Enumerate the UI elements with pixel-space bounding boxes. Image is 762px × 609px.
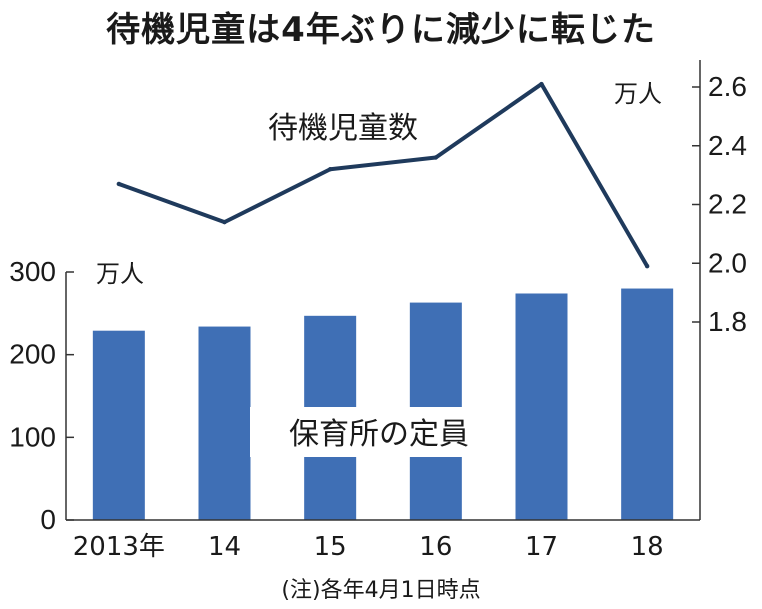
bar: [515, 293, 568, 520]
line-point: [433, 155, 439, 160]
line-point: [222, 219, 227, 225]
right-tick-label: 2.4: [708, 130, 747, 161]
right-tick-label: 2.2: [708, 189, 747, 220]
right-axis-unit: 万人: [614, 80, 662, 108]
x-tick-label: 2013年: [73, 532, 165, 562]
bar-series-label: 保育所の定員: [289, 417, 469, 452]
left-tick-label: 0: [40, 504, 56, 535]
line-point: [116, 181, 122, 187]
x-tick-label: 15: [314, 532, 347, 562]
left-tick-label: 200: [9, 339, 56, 370]
bar: [92, 330, 145, 520]
left-tick-label: 300: [9, 256, 56, 287]
right-tick-label: 1.8: [708, 306, 747, 337]
chart-title: 待機児童は4年ぶりに減少に転じた: [106, 10, 656, 50]
right-tick-label: 2.6: [708, 71, 747, 102]
line-point: [644, 263, 650, 269]
x-tick-label: 14: [208, 532, 241, 562]
line-series-label: 待機児童数: [268, 111, 418, 146]
x-tick-label: 16: [419, 532, 452, 562]
line-point: [539, 81, 544, 87]
line-point: [327, 167, 333, 172]
left-axis-unit: 万人: [96, 260, 144, 288]
footnote: (注)各年4月1日時点: [281, 578, 481, 603]
right-tick-label: 2.0: [708, 247, 747, 278]
x-tick-label: 17: [525, 532, 558, 562]
bar: [621, 288, 674, 520]
x-tick-label: 18: [631, 532, 664, 562]
bar-series-label-box: [250, 407, 508, 457]
bar: [198, 326, 251, 520]
line-series: [118, 82, 649, 268]
left-tick-label: 100: [9, 421, 56, 452]
